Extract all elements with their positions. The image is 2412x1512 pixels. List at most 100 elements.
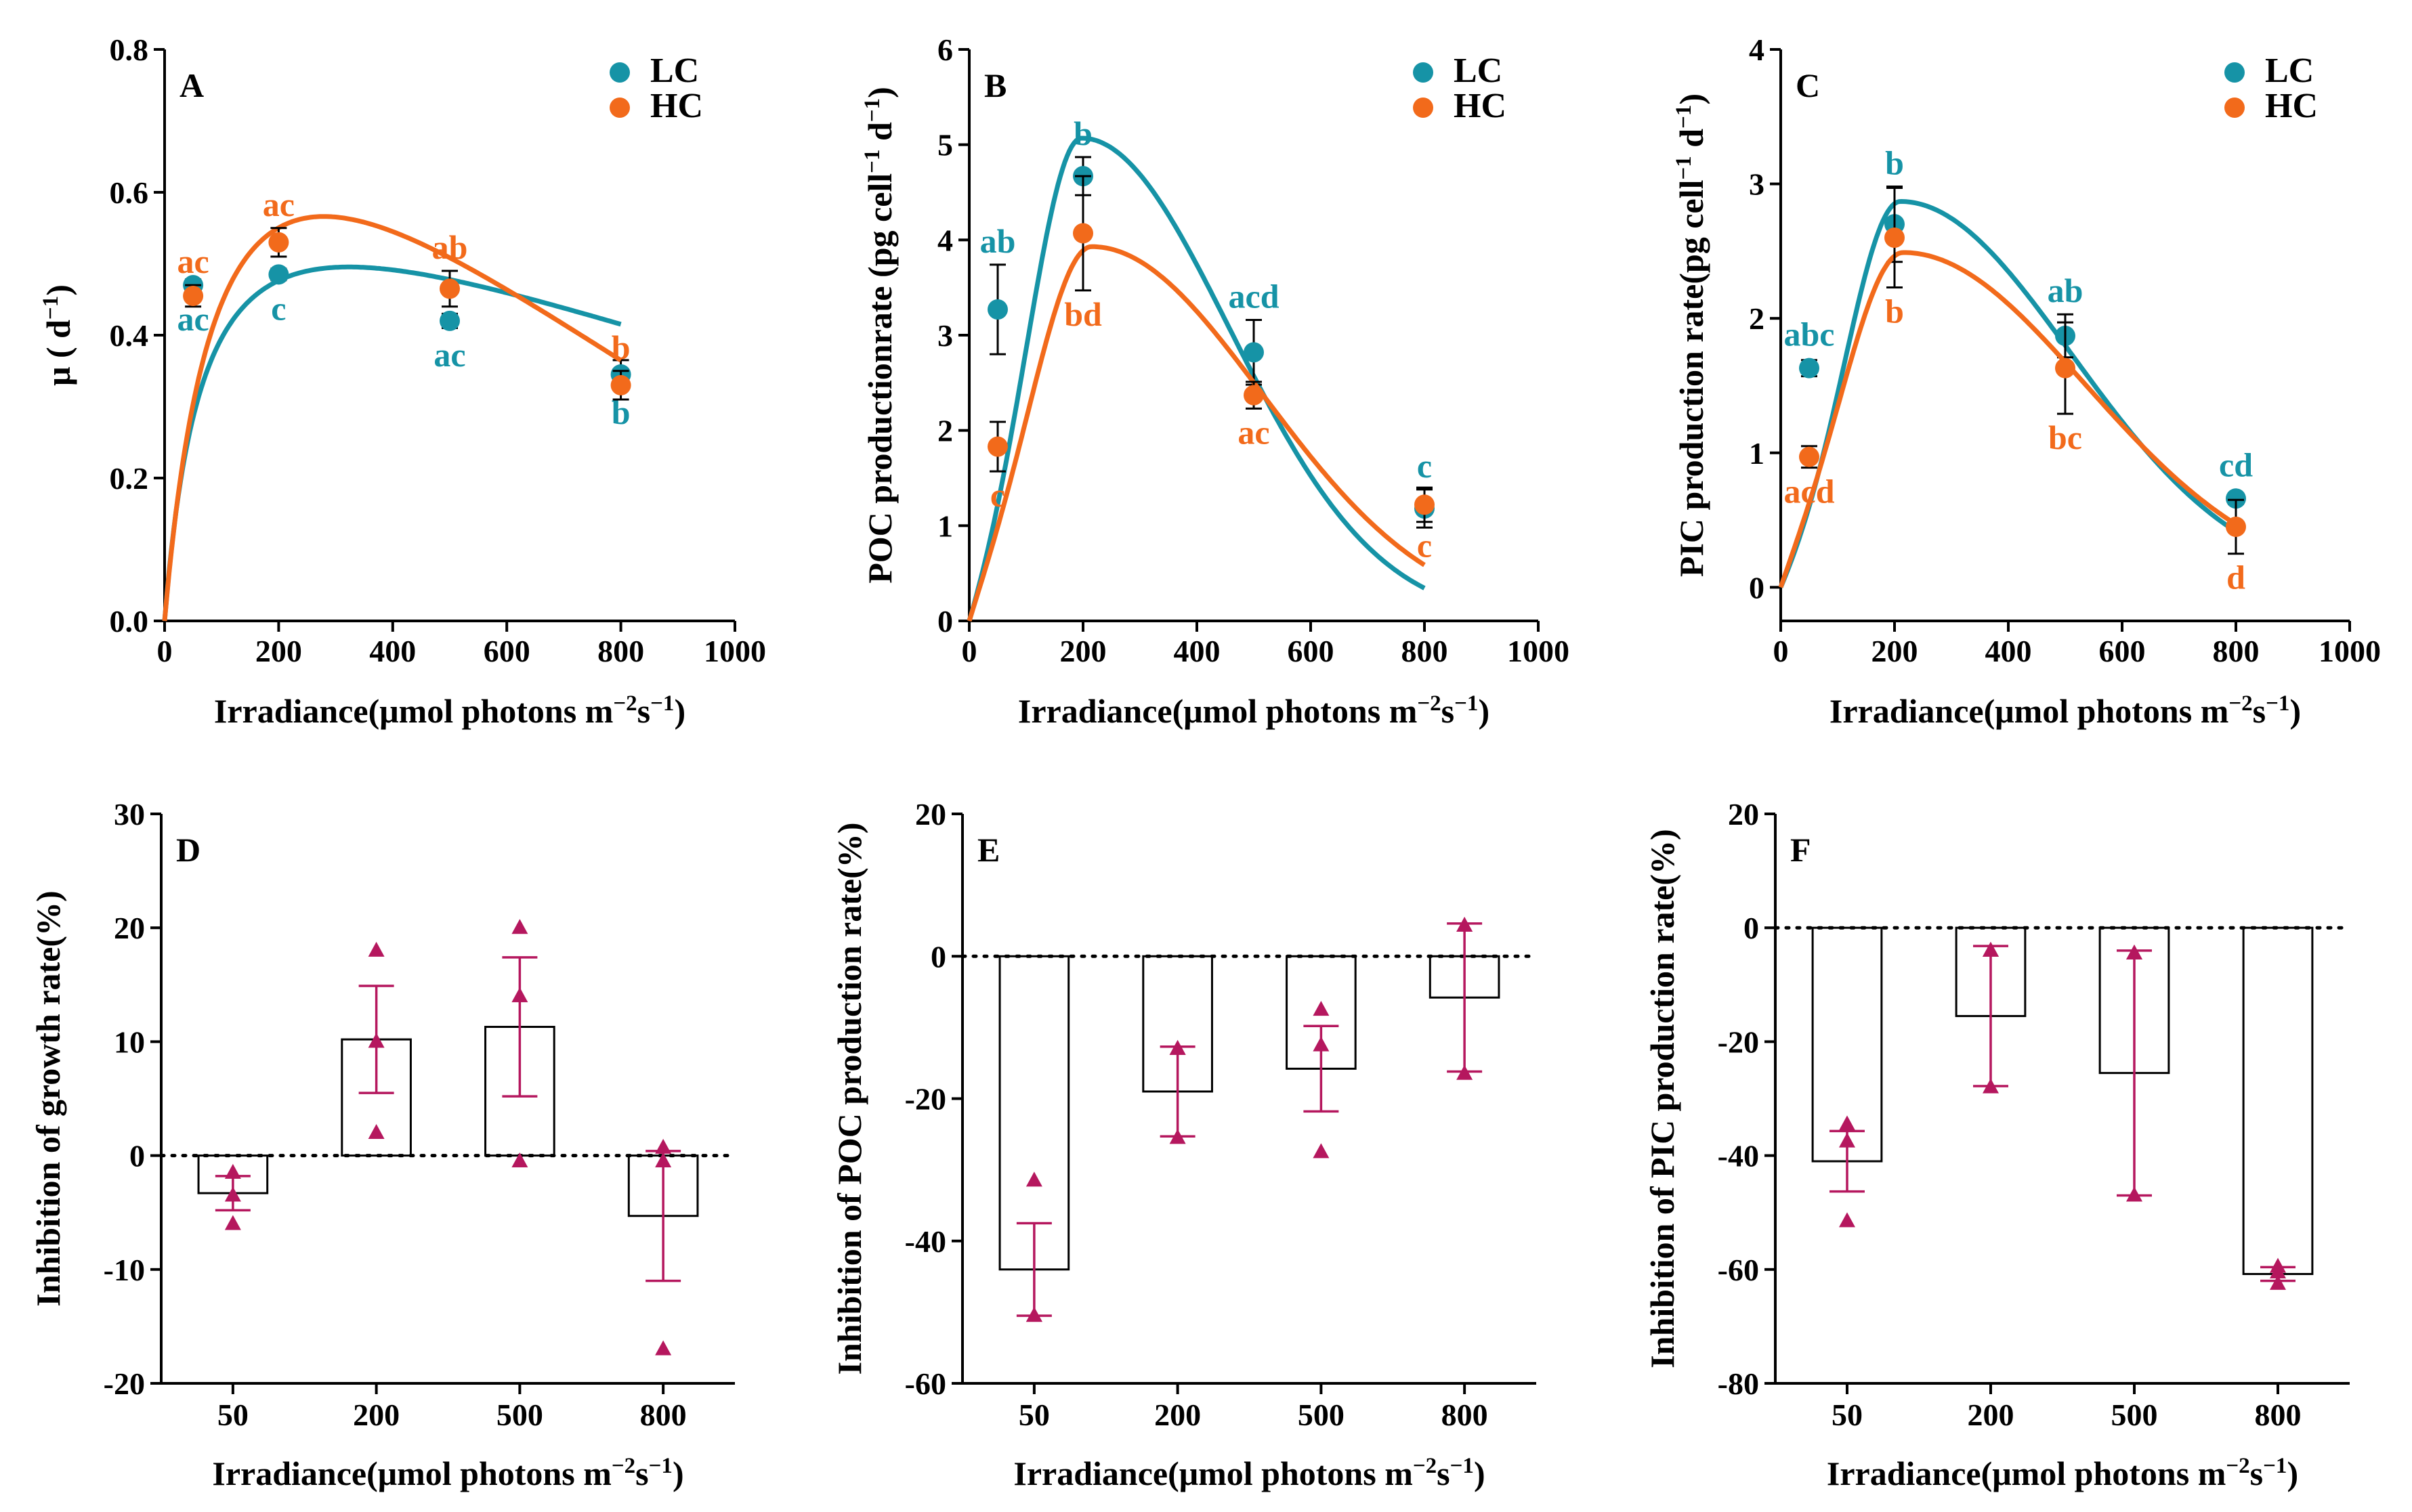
x-axis-label-part: s xyxy=(2253,692,2266,730)
legend-marker-lc xyxy=(610,62,630,83)
data-point-hc xyxy=(1799,446,1819,467)
y-axis-label-part: ) xyxy=(1672,93,1710,105)
x-axis-label-part: Irradiance(μmol photons m xyxy=(1827,1454,2226,1492)
legend-label-hc: HC xyxy=(2265,87,2318,125)
y-axis-label: PIC production rate(pg cell−1 d−1) xyxy=(1672,93,1710,577)
x-tick-label: 400 xyxy=(1985,634,2032,668)
data-point-hc xyxy=(1244,385,1264,406)
panel-D: -20 -10 0 10 20 30 D 50 200 500 800 Irradiance(μmol… xyxy=(29,797,737,1492)
y-axis-label: Inhibition of POC production rate(%) xyxy=(830,823,868,1375)
significance-letter-hc: bd xyxy=(1064,295,1102,333)
data-point-hc xyxy=(1073,223,1093,244)
y-tick-label: 0 xyxy=(1749,570,1764,605)
y-axis-label-part: ) xyxy=(39,284,77,296)
replicate-triangle xyxy=(1456,917,1473,932)
x-axis-label-part: −2 xyxy=(613,691,637,716)
x-tick-label: 400 xyxy=(1174,634,1221,668)
significance-letter-hc: ac xyxy=(263,186,295,223)
y-tick-label: 0.6 xyxy=(110,175,149,210)
x-tick-label: 400 xyxy=(369,634,416,668)
x-axis-label-part: s xyxy=(2250,1454,2263,1492)
legend-label-lc: LC xyxy=(2265,51,2314,90)
data-point-lc xyxy=(440,310,460,331)
replicate-triangle xyxy=(1839,1212,1855,1228)
data-point-lc xyxy=(268,264,289,285)
x-axis-label-part: −1 xyxy=(1454,691,1478,716)
significance-letter-hc: bc xyxy=(2048,418,2082,456)
significance-letter-hc: ab xyxy=(432,228,468,266)
replicate-triangle xyxy=(511,987,528,1003)
panel-E: -60 -40 -20 0 20 E 50 200 500 800 Irradiance(μmol … xyxy=(830,797,1538,1492)
data-point-hc xyxy=(183,285,204,306)
y-axis-label: Inhibition of PIC production rate(%) xyxy=(1643,829,1681,1368)
y-axis-label-part: d xyxy=(861,122,899,150)
y-axis-label-part: −1 xyxy=(1672,156,1696,179)
legend-label-lc: LC xyxy=(650,51,699,90)
y-tick-label: 20 xyxy=(1728,797,1759,831)
x-tick-label: 800 xyxy=(2213,634,2260,668)
significance-letter-lc: ab xyxy=(980,222,1016,260)
y-tick-label: 0.8 xyxy=(110,33,149,67)
significance-letter-hc: ac xyxy=(177,242,209,280)
x-tick-label: 50 xyxy=(217,1398,249,1432)
x-axis-label-part: Irradiance(μmol photons m xyxy=(214,692,613,730)
fit-curve-lc xyxy=(162,264,622,622)
x-tick-label: 600 xyxy=(484,634,530,668)
replicate-triangle xyxy=(224,1215,241,1230)
x-axis-label-part: −2 xyxy=(612,1454,635,1478)
significance-letter-lc: ab xyxy=(2048,272,2083,309)
y-tick-label: 10 xyxy=(114,1024,145,1059)
replicate-triangle xyxy=(368,1123,385,1139)
x-tick-label: 800 xyxy=(640,1398,687,1432)
x-tick-label: 200 xyxy=(1871,634,1918,668)
x-tick-label: 0 xyxy=(157,634,173,668)
replicate-triangle xyxy=(1456,1064,1473,1080)
y-tick-label: -20 xyxy=(104,1366,145,1401)
y-tick-label: 0 xyxy=(129,1139,145,1173)
x-axis-label-part: ) xyxy=(674,692,685,730)
panel-letter: C xyxy=(1796,66,1820,104)
y-tick-label: -20 xyxy=(1718,1024,1759,1059)
fit-curve-lc xyxy=(967,135,1426,622)
y-tick-label: -40 xyxy=(1718,1139,1759,1173)
significance-letter-lc: c xyxy=(1417,447,1432,485)
x-axis-label-part: ) xyxy=(2289,692,2301,730)
x-tick-label: 500 xyxy=(496,1398,543,1432)
replicate-triangle xyxy=(511,1152,528,1168)
x-axis-label: Irradiance(μmol photons m−2s−1) xyxy=(1013,1454,1485,1492)
x-axis-label-part: Irradiance(μmol photons m xyxy=(1013,1454,1412,1492)
x-tick-label: 1000 xyxy=(2319,634,2381,668)
x-tick-label: 800 xyxy=(597,634,644,668)
x-axis-label-part: Irradiance(μmol photons m xyxy=(1018,692,1417,730)
data-point-lc xyxy=(988,299,1008,320)
x-tick-label: 500 xyxy=(2111,1398,2158,1432)
x-axis-label-part: s xyxy=(1441,692,1454,730)
x-axis-label-part: Irradiance(μmol photons m xyxy=(1829,692,2228,730)
legend-marker-hc xyxy=(2224,98,2245,118)
x-axis-label-part: Irradiance(μmol photons m xyxy=(212,1454,611,1492)
y-axis-label: Inhibition of growth rate(%) xyxy=(29,890,67,1306)
x-tick-label: 600 xyxy=(1288,634,1334,668)
y-tick-label: 1 xyxy=(937,509,953,543)
y-axis-label-part: PIC production rate(pg cell xyxy=(1672,179,1710,577)
data-point-hc xyxy=(268,232,289,253)
y-tick-label: 1 xyxy=(1749,436,1764,471)
significance-letter-hc: c xyxy=(990,476,1005,514)
y-axis-label: μ ( d−1) xyxy=(39,284,77,386)
data-point-lc xyxy=(1244,342,1264,363)
replicate-triangle xyxy=(511,919,528,934)
replicate-triangle xyxy=(655,1138,672,1154)
replicate-triangle xyxy=(368,941,385,957)
x-axis-label-part: s xyxy=(635,1454,648,1492)
replicate-triangle xyxy=(224,1186,241,1202)
x-axis-label-part: −1 xyxy=(1450,1454,1474,1478)
replicate-triangle xyxy=(1169,1129,1186,1144)
y-tick-label: 0 xyxy=(931,939,946,974)
y-tick-label: 0.4 xyxy=(110,318,149,353)
y-tick-label: 0.2 xyxy=(110,461,149,496)
y-axis-label-part: d xyxy=(1672,129,1710,156)
panel-letter: B xyxy=(984,66,1007,104)
x-axis-label-part: −1 xyxy=(649,1454,673,1478)
